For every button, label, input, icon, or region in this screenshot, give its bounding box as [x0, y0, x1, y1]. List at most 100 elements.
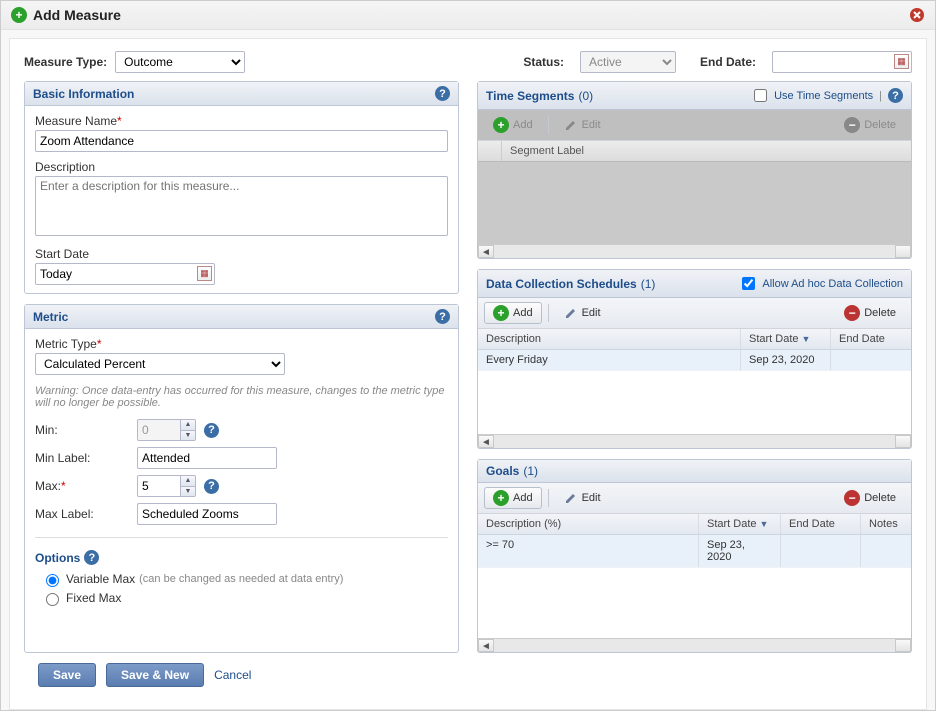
metric-title: Metric	[33, 310, 68, 324]
dialog-title: Add Measure	[33, 7, 121, 23]
max-label-input[interactable]	[137, 503, 277, 525]
metric-type-select[interactable]: Calculated Percent	[35, 353, 285, 375]
dialog-body: Measure Type: Outcome Status: Active End…	[9, 38, 927, 710]
measure-name-input[interactable]	[35, 130, 448, 152]
time-segments-count: (0)	[578, 89, 593, 103]
minus-icon: −	[844, 117, 860, 133]
start-date-input[interactable]	[35, 263, 215, 285]
goals-add-button[interactable]: + Add	[484, 487, 542, 509]
col-end-date[interactable]: End Date	[781, 514, 861, 534]
min-label-label: Min Label:	[35, 451, 129, 465]
sort-desc-icon: ▼	[760, 519, 769, 529]
measure-type-label: Measure Type:	[24, 55, 107, 69]
goals-delete-button[interactable]: − Delete	[835, 487, 905, 509]
use-time-segments-toggle[interactable]: Use Time Segments	[750, 86, 873, 105]
cell-start: Sep 23, 2020	[741, 350, 831, 370]
save-and-new-button[interactable]: Save & New	[106, 663, 204, 687]
calendar-icon[interactable]: ▦	[197, 266, 212, 281]
variable-max-radio[interactable]: Variable Max(can be changed as needed at…	[41, 571, 448, 587]
sort-desc-icon: ▼	[802, 334, 811, 344]
hscroll[interactable]: ◄►	[478, 434, 911, 448]
time-segments-title: Time Segments	[486, 89, 574, 103]
max-label-label: Max Label:	[35, 507, 129, 521]
goals-panel: Goals (1) + Add Edit	[477, 459, 912, 653]
spinner-down-icon[interactable]: ▼	[181, 431, 195, 441]
cell-notes	[861, 535, 911, 567]
dialog-titlebar: + Add Measure	[1, 1, 935, 30]
schedules-delete-button[interactable]: − Delete	[835, 302, 905, 324]
goal-row[interactable]: >= 70 Sep 23, 2020	[478, 535, 911, 568]
spinner-up-icon[interactable]: ▲	[181, 476, 195, 487]
pencil-icon	[564, 118, 578, 132]
save-button[interactable]: Save	[38, 663, 96, 687]
goals-grid-header: Description (%) Start Date▼ End Date Not…	[478, 514, 911, 535]
schedules-add-button[interactable]: + Add	[484, 302, 542, 324]
spinner-up-icon[interactable]: ▲	[181, 420, 195, 431]
segments-grid-header: Segment Label	[478, 141, 911, 162]
left-column: Basic Information ? Measure Name* Descri…	[24, 81, 459, 653]
close-button[interactable]	[909, 7, 925, 23]
help-icon[interactable]: ?	[435, 86, 450, 101]
help-icon[interactable]: ?	[204, 423, 219, 438]
start-date-label: Start Date	[35, 247, 89, 261]
col-notes[interactable]: Notes	[861, 514, 911, 534]
goals-edit-button[interactable]: Edit	[555, 488, 610, 508]
hscroll[interactable]: ◄►	[478, 244, 911, 258]
fixed-max-radio[interactable]: Fixed Max	[41, 590, 448, 606]
goals-count: (1)	[523, 464, 538, 478]
pencil-icon	[564, 306, 578, 320]
plus-icon: +	[493, 490, 509, 506]
metric-warning: Warning: Once data-entry has occurred fo…	[35, 385, 448, 409]
min-label-input[interactable]	[137, 447, 277, 469]
segments-add-button: + Add	[484, 114, 542, 136]
cell-end	[781, 535, 861, 567]
hscroll[interactable]: ◄►	[478, 638, 911, 652]
plus-icon: +	[493, 305, 509, 321]
segments-empty	[478, 162, 911, 244]
options-title: Options	[35, 551, 80, 565]
min-spinner[interactable]: ▲▼	[137, 419, 196, 441]
segments-delete-button: − Delete	[835, 114, 905, 136]
add-measure-dialog: + Add Measure Measure Type: Outcome Stat…	[0, 0, 936, 711]
status-select[interactable]: Active	[580, 51, 676, 73]
goals-title: Goals	[486, 464, 519, 478]
minus-icon: −	[844, 490, 860, 506]
description-textarea[interactable]	[35, 176, 448, 236]
plus-icon: +	[11, 7, 27, 23]
schedule-row[interactable]: Every Friday Sep 23, 2020	[478, 350, 911, 371]
calendar-icon[interactable]: ▦	[894, 54, 909, 69]
basic-info-panel: Basic Information ? Measure Name* Descri…	[24, 81, 459, 294]
help-icon[interactable]: ?	[435, 309, 450, 324]
top-fields: Measure Type: Outcome Status: Active End…	[24, 51, 912, 73]
allow-adhoc-toggle[interactable]: Allow Ad hoc Data Collection	[738, 274, 903, 293]
col-start-date[interactable]: Start Date▼	[699, 514, 781, 534]
col-end-date[interactable]: End Date	[831, 329, 911, 349]
col-description[interactable]: Description (%)	[478, 514, 699, 534]
description-label: Description	[35, 160, 95, 174]
minus-icon: −	[844, 305, 860, 321]
help-icon[interactable]: ?	[888, 88, 903, 103]
measure-type-select[interactable]: Outcome	[115, 51, 245, 73]
spinner-down-icon[interactable]: ▼	[181, 487, 195, 497]
measure-name-label: Measure Name*	[35, 114, 122, 128]
time-segments-panel: Time Segments (0) Use Time Segments | ?	[477, 81, 912, 259]
end-date-input[interactable]	[772, 51, 912, 73]
col-start-date[interactable]: Start Date▼	[741, 329, 831, 349]
help-icon[interactable]: ?	[204, 479, 219, 494]
seg-col-label: Segment Label	[502, 141, 911, 161]
status-label: Status:	[523, 55, 564, 69]
cell-description: >= 70	[478, 535, 699, 567]
max-spinner[interactable]: ▲▼	[137, 475, 196, 497]
cell-end	[831, 350, 911, 370]
schedules-edit-button[interactable]: Edit	[555, 303, 610, 323]
cancel-link[interactable]: Cancel	[214, 668, 251, 682]
schedules-title: Data Collection Schedules	[486, 277, 637, 291]
pencil-icon	[564, 491, 578, 505]
cell-start: Sep 23, 2020	[699, 535, 781, 567]
min-label: Min:	[35, 423, 129, 437]
segments-edit-button: Edit	[555, 115, 610, 135]
metric-panel: Metric ? Metric Type* Calculated Percent…	[24, 304, 459, 653]
max-label: Max:*	[35, 479, 129, 493]
help-icon[interactable]: ?	[84, 550, 99, 565]
right-column: Time Segments (0) Use Time Segments | ?	[477, 81, 912, 653]
